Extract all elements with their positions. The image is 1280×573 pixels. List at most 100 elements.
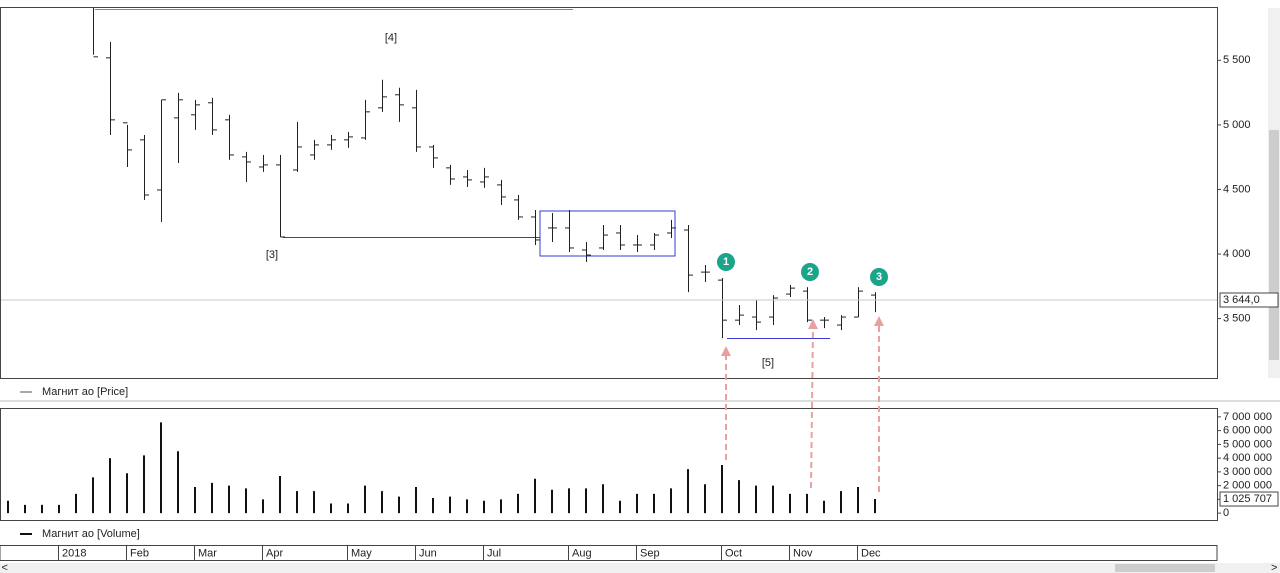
x-tick-label: Jul (487, 547, 501, 559)
h-scrollbar[interactable] (0, 563, 1280, 573)
arrow-head (808, 319, 818, 329)
volume-bar (245, 488, 247, 514)
volume-bar (602, 484, 604, 514)
current-value-box (1219, 491, 1279, 507)
y-tick-label: 0 (1223, 507, 1229, 519)
volume-bar (653, 493, 655, 514)
volume-bar (840, 491, 842, 514)
y-tick-label: 4 000 (1223, 248, 1251, 260)
volume-bar (194, 487, 196, 514)
volume-bar (721, 465, 723, 514)
volume-bar (585, 488, 587, 514)
volume-bar (381, 491, 383, 514)
volume-bar (75, 493, 77, 514)
volume-bar (670, 488, 672, 514)
volume-panel (0, 408, 1218, 521)
y-tick-label: 3 500 (1223, 312, 1251, 324)
volume-bar (279, 476, 281, 514)
volume-bar (330, 503, 332, 514)
x-axis-strip (0, 545, 1218, 561)
volume-bar (823, 500, 825, 514)
legend-volume: Магнит ао [Volume] (42, 528, 140, 540)
y-tick-label: 3 000 000 (1223, 466, 1272, 478)
volume-bar (534, 478, 536, 514)
arrow (810, 324, 814, 489)
volume-bar (483, 500, 485, 514)
volume-bar (636, 493, 638, 514)
volume-bar (109, 458, 111, 514)
volume-bar (517, 493, 519, 514)
y-tick-label: 5 000 (1223, 119, 1251, 131)
current-value-label: 3 644,0 (1223, 294, 1260, 306)
x-tick-label: Mar (198, 547, 217, 559)
y-tick-label: 7 000 000 (1223, 411, 1272, 423)
arrow-heads (721, 316, 884, 356)
current-value-box (1219, 292, 1279, 308)
x-tick-label: Oct (725, 547, 742, 559)
h-scroll-thumb[interactable] (1115, 564, 1215, 572)
marker-circle (717, 253, 735, 271)
volume-bar (466, 499, 468, 514)
volume-bar (687, 469, 689, 514)
x-tick-label: Nov (793, 547, 813, 559)
x-tick-label: Aug (572, 547, 592, 559)
legend-price: Магнит ао [Price] (42, 386, 128, 398)
price-bars (93, 8, 880, 339)
volume-bar (619, 500, 621, 514)
annotation: [3] (266, 249, 278, 261)
volume-bar (228, 485, 230, 514)
x-tick-label: Feb (130, 547, 149, 559)
volume-bar (58, 504, 60, 514)
volume-bar (704, 484, 706, 514)
x-tick-label: Sep (640, 547, 660, 559)
marker-circle (870, 268, 888, 286)
volume-bar (126, 473, 128, 514)
y-tick-label: 4 500 (1223, 183, 1251, 195)
x-tick-label: Jun (419, 547, 437, 559)
volume-bar (313, 491, 315, 514)
marker-label: 3 (876, 271, 882, 283)
x-tick-label: Dec (861, 547, 881, 559)
annotation: [5] (762, 357, 774, 369)
volume-bar (772, 485, 774, 514)
volume-bar (177, 451, 179, 514)
volume-bar (806, 493, 808, 514)
y-tick-label: 6 000 000 (1223, 425, 1272, 437)
volume-bar (92, 477, 94, 514)
range-box (539, 210, 676, 257)
arrow-head (721, 346, 731, 356)
scroll-right[interactable]: > (1271, 562, 1277, 573)
volume-bar (296, 491, 298, 514)
arrow-head (874, 316, 884, 326)
x-tick-label: May (351, 547, 372, 559)
scroll-left[interactable]: < (2, 562, 8, 573)
volume-bar (449, 496, 451, 514)
marker-circle (801, 263, 819, 281)
volume-bar (789, 493, 791, 514)
marker-label: 1 (723, 256, 729, 268)
price-panel (0, 7, 1218, 379)
v-scroll-thumb[interactable] (1269, 130, 1279, 360)
volume-bar (160, 422, 162, 514)
x-tick-label: Apr (266, 547, 283, 559)
y-tick-label: 2 000 000 (1223, 480, 1272, 492)
y-tick-label: 4 000 000 (1223, 452, 1272, 464)
volume-bar (262, 499, 264, 514)
x-tick-label: 2018 (62, 547, 86, 559)
volume-bar (551, 489, 553, 514)
volume-bar (143, 455, 145, 514)
volume-bar (415, 487, 417, 514)
arrows (725, 322, 880, 492)
volume-bar (398, 496, 400, 514)
volume-bar (500, 499, 502, 514)
volume-bar (24, 504, 26, 514)
volume-bar (41, 504, 43, 514)
annotation: [4] (385, 32, 397, 44)
volume-bar (7, 500, 9, 514)
volume-bar (738, 480, 740, 514)
annotation-lines (95, 9, 830, 339)
y-tick-label: 5 000 000 (1223, 438, 1272, 450)
volume-bar (874, 499, 876, 514)
volume-bar (857, 487, 859, 514)
